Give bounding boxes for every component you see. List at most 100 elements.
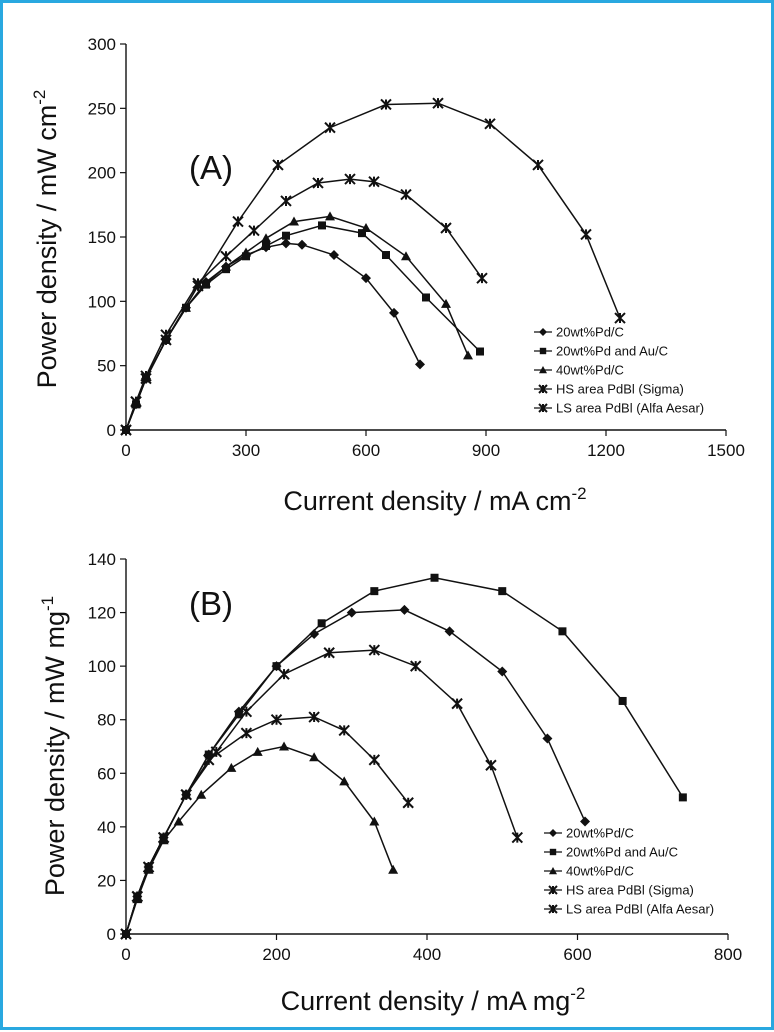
legend-marker: [539, 366, 547, 374]
data-point: [140, 372, 152, 385]
data-point: [476, 347, 484, 356]
data-point: [240, 727, 253, 739]
x-axis-label-text: Current density / mA mg: [281, 986, 571, 1016]
legend-marker: [538, 403, 548, 413]
data-point: [497, 666, 508, 677]
x-tick-label: 200: [262, 945, 290, 964]
series-line: [125, 178, 483, 431]
data-point: [580, 228, 592, 241]
data-point: [368, 175, 380, 188]
data-point: [380, 98, 392, 111]
data-point: [240, 705, 253, 718]
data-point: [282, 231, 290, 240]
data-point: [308, 711, 320, 723]
y-tick-label: 140: [88, 550, 116, 569]
data-point: [361, 273, 371, 284]
y-tick-label: 0: [107, 421, 116, 440]
legend: 20wt%Pd/C 20wt%Pd and Au/C 40wt%Pd/C HS are…: [544, 826, 714, 917]
data-point: [120, 928, 132, 940]
data-point: [234, 710, 243, 719]
data-point: [272, 159, 284, 171]
y-tick-label: 250: [88, 99, 116, 118]
data-point: [422, 293, 430, 302]
data-point: [370, 587, 379, 596]
y-tick-label: 50: [97, 357, 116, 376]
data-point: [542, 733, 553, 744]
x-tick-label: 800: [714, 945, 742, 964]
data-point: [196, 789, 207, 799]
data-point: [346, 607, 357, 618]
data-point: [160, 334, 172, 346]
data-point: [441, 298, 451, 308]
y-axis-label-unit-exponent: -2: [30, 90, 49, 105]
series-1: [121, 604, 591, 939]
legend-label: 20wt%Pd/C: [566, 826, 634, 841]
data-point: [297, 239, 307, 250]
y-tick-label: 150: [88, 228, 116, 247]
data-point: [173, 816, 184, 826]
data-point: [324, 121, 336, 134]
data-point: [678, 793, 687, 802]
series-line: [125, 224, 481, 431]
data-point: [289, 216, 299, 226]
figure: 0 300 600 900 1200 1500050100150200250300Curr…: [30, 35, 745, 1016]
y-tick-label: 100: [88, 292, 116, 311]
y-tick-label: 100: [88, 657, 116, 676]
legend-marker: [539, 328, 547, 336]
data-point: [221, 261, 231, 271]
legend-label: LS area PdBl (Alfa Aesar): [566, 902, 714, 917]
data-point: [279, 741, 290, 751]
x-axis-label-unit-exponent: -2: [571, 484, 586, 503]
x-tick-label: 900: [472, 441, 500, 460]
data-point: [476, 272, 488, 284]
chart-panel-a: 0 300 600 900 1200 1500 0 50 100 150 200 250 300 Curr…: [30, 35, 745, 516]
legend-marker: [538, 384, 548, 394]
data-point: [463, 350, 473, 360]
x-axis-label-unit-exponent: -2: [570, 984, 585, 1003]
data-point: [368, 644, 381, 656]
series-line: [125, 215, 469, 431]
data-point: [318, 221, 326, 230]
y-tick-label: 60: [97, 764, 116, 783]
data-point: [388, 864, 399, 874]
panel-label: (A): [189, 149, 233, 186]
x-axis-label-text: Current density / mA cm: [283, 486, 571, 516]
data-point: [430, 573, 439, 582]
series-line: [125, 609, 586, 935]
data-point: [142, 861, 155, 873]
series-5: [120, 644, 524, 940]
data-point: [309, 752, 320, 762]
data-point: [261, 233, 271, 243]
series-2: [122, 221, 484, 434]
y-tick-label: 120: [88, 604, 116, 623]
data-point: [157, 831, 170, 844]
x-tick-label: 1500: [707, 441, 745, 460]
y-axis-label: Power density / mW mg-1: [38, 596, 70, 896]
x-tick-label: 600: [563, 945, 591, 964]
data-point: [280, 195, 292, 207]
data-point: [402, 797, 414, 809]
data-point: [382, 251, 390, 260]
series-5: [120, 97, 626, 436]
data-point: [358, 229, 366, 238]
data-point: [558, 627, 567, 636]
data-point: [226, 762, 237, 772]
y-tick-label: 200: [88, 164, 116, 183]
data-point: [361, 222, 371, 232]
data-point: [210, 746, 223, 758]
data-point: [532, 159, 544, 171]
x-tick-label: 0: [121, 441, 130, 460]
data-point: [317, 619, 326, 628]
data-point: [232, 215, 244, 228]
legend-label: HS area PdBl (Sigma): [556, 382, 684, 397]
legend-label: 20wt%Pd and Au/C: [556, 344, 668, 359]
x-tick-label: 400: [413, 945, 441, 964]
legend-marker: [549, 829, 557, 837]
data-point: [399, 604, 410, 615]
data-point: [252, 746, 263, 756]
data-point: [262, 242, 270, 251]
data-point: [511, 831, 524, 844]
y-tick-label: 20: [97, 871, 116, 890]
data-point: [485, 759, 497, 771]
data-point: [484, 118, 496, 130]
